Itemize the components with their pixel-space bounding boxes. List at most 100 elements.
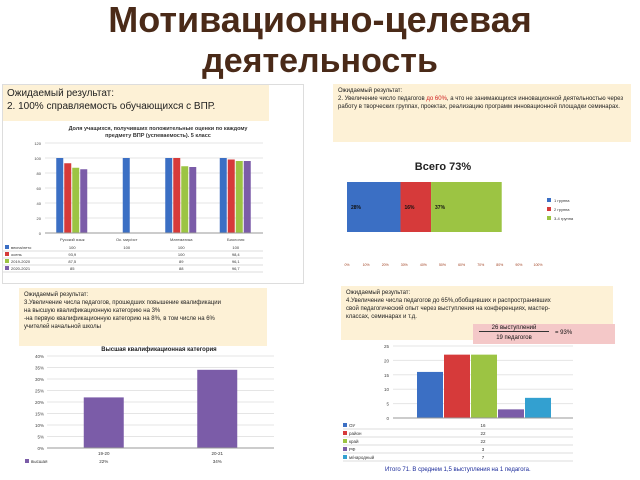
legend-swatch [343, 447, 347, 451]
qualification-chart: Высшая квалификационная категория 0% 5% 10%… [25, 346, 274, 464]
result-box-4: Ожидаемый результат: 4.Увеличение числа … [341, 286, 613, 340]
bar [471, 354, 497, 418]
y-tick-label: 20 [384, 358, 390, 363]
result-label-4: Ожидаемый результат: [346, 290, 411, 296]
bar [64, 163, 72, 233]
x-tick-label: 50% [439, 263, 446, 267]
legend-swatch [5, 245, 9, 249]
bar [525, 397, 551, 418]
result-box-2: Ожидаемый результат: 2. Увеличение число… [333, 84, 631, 142]
legend-label: район [349, 430, 362, 436]
x-tick-label: 0% [344, 263, 349, 267]
panel-innovation: Ожидаемый результат: 2. Увеличение число… [333, 84, 633, 280]
page-title-line1: Мотивационно-целевая [108, 0, 532, 40]
formula-top: 26 выступлений [479, 325, 549, 332]
y-tick-label: 15 [384, 373, 390, 378]
x-tick-label: 100% [534, 263, 543, 267]
table-cell: 96,1 [232, 259, 241, 264]
segment-label: 37% [435, 205, 446, 211]
table-cell: 22% [99, 459, 108, 464]
table-cell: 93,9 [68, 252, 77, 257]
table-cell: 7 [482, 455, 485, 460]
segment-label: 28% [351, 205, 362, 211]
formula-box: 26 выступлений 19 педагогов = 93% [473, 324, 615, 344]
legend-swatch [343, 455, 347, 459]
legend-label: м/народный [349, 454, 375, 460]
table-cell: 100 [123, 245, 130, 250]
legend-swatch [343, 431, 347, 435]
bar [197, 369, 238, 448]
result-line-4-1: 4.Увеличение числа педагогов до 65%,обоб… [346, 298, 551, 304]
experience-chart: 0 5 10 15 20 25 ОУ 16 район 22 край 22 РФ 3 м/народный… [343, 344, 573, 462]
result-label-2: Ожидаемый результат: [338, 88, 403, 94]
legend-label: высшая [31, 459, 48, 464]
y-tick-label: 30% [35, 377, 44, 382]
y-tick-label: 40% [35, 354, 44, 359]
y-tick-label: 25% [35, 389, 44, 394]
y-tick-label: 40 [37, 201, 42, 206]
stack-segment [400, 182, 432, 232]
y-tick-label: 10 [384, 387, 390, 392]
legend-swatch [547, 198, 551, 202]
result-text-2pct: до 60% [426, 96, 447, 102]
result-line-3-3: -на первую квалификационную категорию на… [24, 316, 215, 322]
bar [165, 158, 173, 233]
category-label: 20-21 [211, 451, 223, 456]
legend-label: 2019-2020 [11, 259, 31, 264]
y-tick-label: 60 [37, 186, 42, 191]
result-text-2b: , а что не занимающихся инновационной де… [338, 96, 624, 110]
x-tick-label: 60% [458, 263, 465, 267]
panel-experience: Ожидаемый результат: 4.Увеличение числа … [333, 286, 633, 478]
y-tick-label: 0 [386, 416, 389, 421]
y-tick-label: 25 [384, 344, 390, 349]
bar [173, 158, 181, 233]
legend-label: 3-4 группа [554, 216, 574, 221]
formula-bottom: 19 педагогов [496, 335, 532, 341]
legend-swatch [343, 439, 347, 443]
legend-label: 2 группа [554, 207, 570, 212]
y-tick-label: 0 [39, 231, 42, 236]
bar [83, 397, 124, 448]
stack-segment [431, 182, 502, 232]
legend-label: весна/лето [11, 245, 32, 250]
bar [72, 167, 80, 233]
y-tick-label: 80 [37, 171, 42, 176]
x-tick-label: 30% [401, 263, 408, 267]
chart-title: Высшая квалификационная категория [101, 346, 217, 353]
segment-label: 16% [404, 205, 415, 211]
category-label: 19-20 [98, 451, 110, 456]
y-tick-label: 20% [35, 400, 44, 405]
legend-swatch [343, 423, 347, 427]
result-label: Ожидаемый результат: [7, 88, 115, 99]
x-tick-label: 40% [420, 263, 427, 267]
chart-title: Доля учащихся, получивших положительные … [68, 126, 248, 139]
experience-footer: Итого 71. В среднем 1,5 выступления на 1… [385, 467, 531, 473]
panel-vpr: Ожидаемый результат: 2. 100% справляемос… [2, 84, 304, 284]
table-cell: 98,4 [232, 252, 241, 257]
legend-label: осень [11, 252, 22, 257]
table-cell: 89 [179, 259, 184, 264]
bar [56, 158, 64, 233]
legend-label: ОУ [349, 423, 355, 428]
result-line-3-1: 3.Увеличение числа педагогов, прошедших … [24, 300, 221, 306]
x-tick-label: 10% [363, 263, 370, 267]
table-cell: 22 [480, 439, 486, 444]
legend-label: 2020-2021 [11, 266, 31, 271]
result-box: Ожидаемый результат: 2. 100% справляемос… [3, 85, 269, 121]
result-line-4-3: классах, семинарах и т.д. [346, 314, 417, 320]
table-cell: 96,7 [232, 266, 241, 271]
table-cell: 3 [482, 447, 485, 452]
table-cell: 100 [69, 245, 76, 250]
table-cell: 100 [232, 245, 239, 250]
bar [181, 166, 189, 233]
chart-total-title: Всего 73% [415, 161, 472, 173]
result-text-2a: 2. Увеличение число педагогов [338, 96, 425, 102]
bar [219, 158, 227, 233]
category-label: Ок. мир/ист [116, 237, 138, 242]
y-tick-label: 10% [35, 423, 44, 428]
legend-label: край [349, 438, 359, 444]
y-tick-label: 20 [37, 216, 42, 221]
x-tick-label: 20% [382, 263, 389, 267]
y-tick-label: 5 [386, 402, 389, 407]
table-cell: 87,5 [68, 259, 77, 264]
